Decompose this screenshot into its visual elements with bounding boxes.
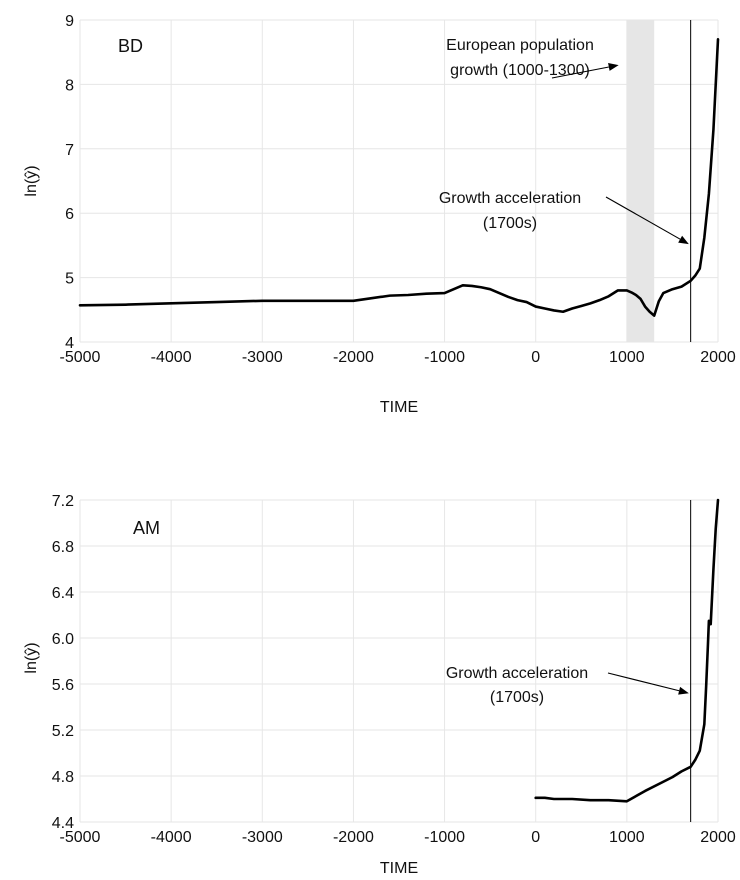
x-tick-label: 0 [531, 829, 540, 846]
y-tick-label: 4.8 [52, 769, 74, 786]
annotation-arrow-head [678, 686, 689, 695]
x-tick-label: 0 [531, 349, 540, 366]
annotation: Growth acceleration (1700s) [439, 190, 689, 245]
series-line [78, 38, 720, 317]
annotation-arrow-shaft [607, 672, 680, 692]
x-tick-label: -4000 [151, 829, 192, 846]
x-tick-label: -4000 [151, 349, 192, 366]
x-tick-label: -3000 [242, 349, 283, 366]
x-tick-label: 2000 [700, 829, 736, 846]
annotation-arrow-shaft [605, 196, 681, 240]
y-axis-title: ln(ŷ) [23, 165, 40, 196]
annotation-arrow-shaft [551, 66, 609, 79]
y-tick-label: 7 [65, 142, 74, 159]
x-tick-label: 1000 [609, 349, 645, 366]
y-tick-label: 6.8 [52, 539, 74, 556]
y-tick-label: 6 [65, 206, 74, 223]
grid [79, 19, 719, 343]
y-tick-label: 6.4 [52, 585, 74, 602]
y-tick-label: 6.0 [52, 631, 74, 648]
annotation-arrow-head [608, 63, 619, 71]
x-tick-label: 1000 [609, 829, 645, 846]
x-axis-title: TIME [380, 860, 418, 877]
panel-label: AM [133, 518, 160, 538]
x-axis-title: TIME [380, 399, 418, 416]
annotation-text: (1700s) [483, 215, 537, 232]
x-tick-label: -2000 [333, 349, 374, 366]
y-tick-label: 5.2 [52, 723, 74, 740]
y-axis-title: ln(ŷ) [23, 642, 40, 673]
x-tick-label: -5000 [60, 829, 101, 846]
y-tick-label: 9 [65, 13, 74, 30]
grid [79, 499, 719, 823]
annotation-text: European population [446, 37, 594, 54]
shaded-region [626, 20, 655, 342]
annotation-text: Growth acceleration [446, 665, 588, 682]
annotation-text: growth (1000-1300) [450, 62, 590, 79]
y-tick-label: 7.2 [52, 493, 74, 510]
y-tick-label: 4.4 [52, 815, 74, 832]
annotation-text: (1700s) [490, 689, 544, 706]
annotation-arrow-head [678, 235, 689, 245]
chart-panel-bd: -5000 -4000 -3000 -2000 -1000 0 1000 2000 4 5 6 7 8 9… [23, 13, 736, 416]
x-tick-label: -5000 [60, 349, 101, 366]
x-tick-label: -3000 [242, 829, 283, 846]
annotation-text: Growth acceleration [439, 190, 581, 207]
x-tick-label: -1000 [424, 349, 465, 366]
annotation: Growth acceleration (1700s) [446, 665, 689, 706]
chart-panel-am: -5000 -4000 -3000 -2000 -1000 0 1000 2000 4.4 4.8… [23, 493, 736, 877]
series-line [534, 498, 720, 803]
y-tick-label: 5.6 [52, 677, 74, 694]
x-tick-label: -2000 [333, 829, 374, 846]
y-tick-label: 8 [65, 77, 74, 94]
y-tick-label: 5 [65, 271, 74, 288]
panel-label: BD [118, 36, 143, 56]
x-tick-label: 2000 [700, 349, 736, 366]
y-tick-label: 4 [65, 335, 74, 352]
annotation: European population growth (1000-1300) [446, 37, 619, 79]
x-tick-label: -1000 [424, 829, 465, 846]
